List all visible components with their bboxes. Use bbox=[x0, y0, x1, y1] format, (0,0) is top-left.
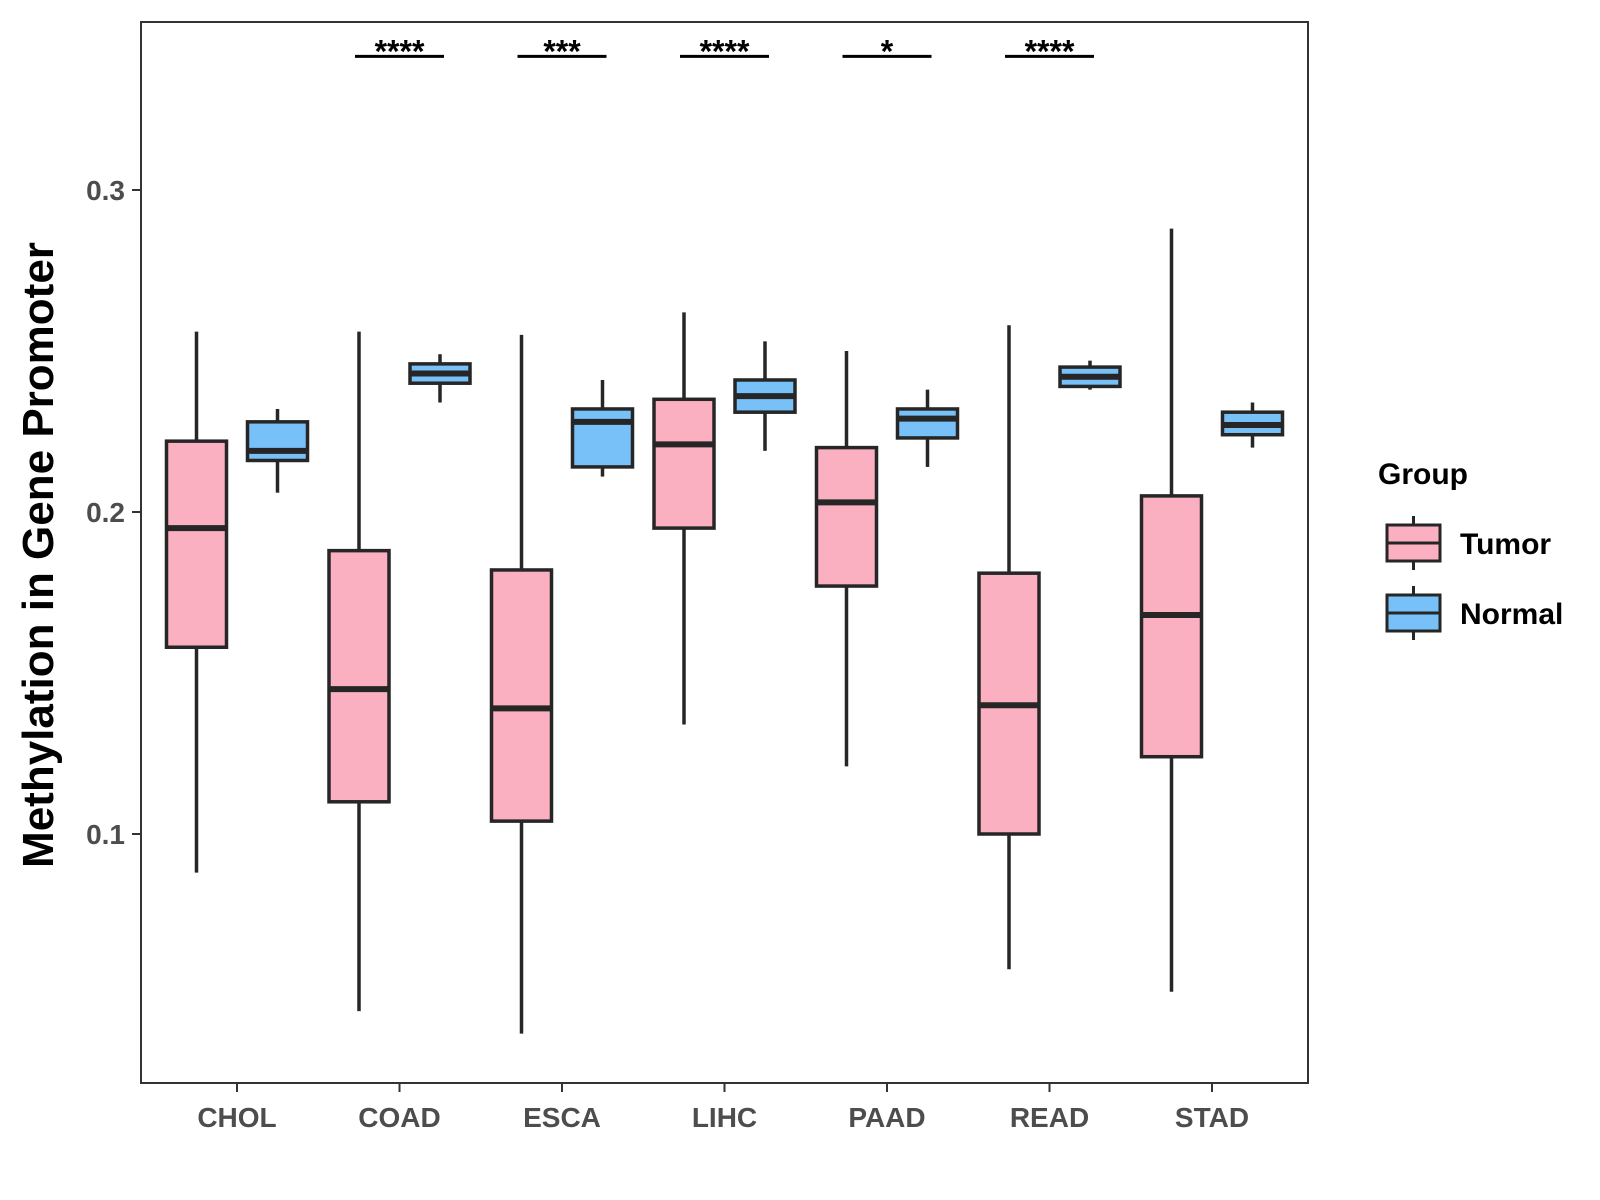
significance-label: **** bbox=[375, 33, 425, 69]
legend-label-normal: Normal bbox=[1460, 598, 1563, 631]
normal-box-stad bbox=[1220, 402, 1285, 448]
box-body bbox=[489, 568, 554, 823]
box-body bbox=[245, 420, 310, 463]
x-tick-label: ESCA bbox=[523, 1102, 601, 1133]
normal-box-chol bbox=[245, 408, 310, 493]
tumor-box-esca bbox=[489, 334, 554, 1034]
normal-box-paad bbox=[895, 389, 960, 467]
tumor-box-coad bbox=[327, 331, 391, 1012]
significance-label: **** bbox=[700, 33, 750, 69]
box-body bbox=[327, 548, 391, 804]
x-tick-label: PAAD bbox=[848, 1102, 925, 1133]
normal-box-read bbox=[1058, 360, 1122, 390]
y-tick-label: 0.2 bbox=[86, 497, 125, 528]
legend-key-normal bbox=[1385, 586, 1442, 640]
y-axis-title: Methylation in Gene Promoter bbox=[14, 242, 63, 868]
tumor-box-chol bbox=[164, 331, 229, 873]
box-body bbox=[570, 407, 635, 469]
significance-label: *** bbox=[543, 33, 581, 69]
x-tick-label: STAD bbox=[1175, 1102, 1249, 1133]
legend-label-tumor: Tumor bbox=[1460, 528, 1551, 561]
significance-label: * bbox=[881, 33, 894, 69]
box-body bbox=[164, 439, 229, 649]
tumor-box-read bbox=[977, 325, 1041, 970]
x-tick-label: READ bbox=[1010, 1102, 1089, 1133]
x-tick-label: CHOL bbox=[197, 1102, 276, 1133]
box-body bbox=[895, 407, 960, 440]
legend: Group Tumor Normal bbox=[1378, 458, 1563, 640]
tumor-box-stad bbox=[1139, 228, 1204, 992]
normal-box-esca bbox=[570, 379, 635, 477]
normal-box-lihc bbox=[733, 341, 797, 451]
tumor-box-lihc bbox=[652, 312, 716, 725]
significance-label: **** bbox=[1025, 33, 1075, 69]
box-body bbox=[1139, 494, 1204, 759]
y-tick-label: 0.3 bbox=[86, 175, 125, 206]
box-body bbox=[652, 397, 716, 530]
x-tick-label: LIHC bbox=[692, 1102, 757, 1133]
tumor-box-paad bbox=[814, 351, 879, 767]
normal-box-coad bbox=[408, 354, 472, 403]
y-tick-label: 0.1 bbox=[86, 819, 125, 850]
legend-title: Group bbox=[1378, 458, 1468, 491]
box-body bbox=[814, 445, 879, 588]
x-tick-label: COAD bbox=[358, 1102, 440, 1133]
legend-key-tumor bbox=[1385, 516, 1442, 570]
panel-border bbox=[140, 21, 1309, 1084]
